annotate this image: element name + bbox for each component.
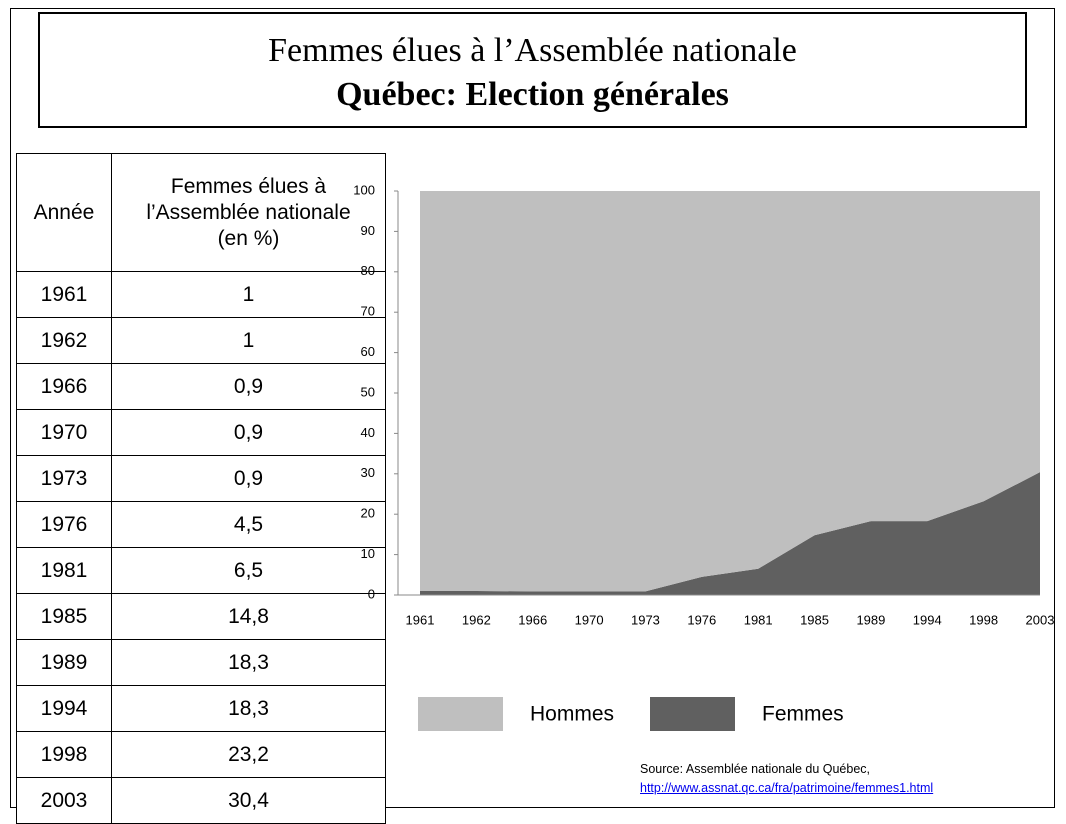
table-cell: 1981	[16, 547, 112, 594]
table-cell: 18,3	[111, 639, 386, 686]
header-cell: Femmes élues à l’Assemblée nationale (en…	[111, 153, 386, 272]
y-tick-label: 90	[361, 223, 375, 238]
table-row: 1973 0,9	[16, 455, 386, 502]
area	[420, 191, 1040, 592]
y-tick-label: 70	[361, 304, 375, 319]
legend-swatch	[650, 697, 735, 731]
table-row: 1981 6,5	[16, 547, 386, 594]
title-box: Femmes élues à l’Assemblée nationale Qué…	[38, 12, 1027, 128]
source: Source: Assemblée nationale du Québec, h…	[640, 760, 933, 798]
table-cell: 1966	[16, 363, 112, 410]
y-tick-label: 100	[353, 182, 375, 197]
x-tick-label: 1981	[744, 612, 773, 627]
table-body: Année Femmes élues à l’Assemblée nationa…	[16, 153, 386, 824]
header-row: Année Femmes élues à l’Assemblée nationa…	[16, 153, 386, 272]
table-row: 1989 18,3	[16, 639, 386, 686]
table-cell: 1985	[16, 593, 112, 640]
y-tick-label: 40	[361, 425, 375, 440]
table-row: 1966 0,9	[16, 363, 386, 410]
table-row: 1961 1	[16, 271, 386, 318]
y-tick-label: 50	[361, 384, 375, 399]
page: Femmes élues à l’Assemblée nationale Qué…	[10, 8, 1055, 824]
x-tick-label: 1998	[969, 612, 998, 627]
table-cell: 0,9	[111, 455, 386, 502]
table-cell: 0,9	[111, 363, 386, 410]
source-text: Source: Assemblée nationale du Québec,	[640, 762, 871, 776]
x-tick-label: 1976	[687, 612, 716, 627]
x-tick-label: 1961	[406, 612, 435, 627]
y-tick-label: 20	[361, 506, 375, 521]
table-cell: 1973	[16, 455, 112, 502]
y-tick-label: 60	[361, 344, 375, 359]
x-tick-label: 1989	[856, 612, 885, 627]
table-row: 1976 4,5	[16, 501, 386, 548]
area	[420, 472, 1040, 595]
y-tick-label: 10	[361, 546, 375, 561]
table-cell: 1	[111, 271, 386, 318]
data-table: Année Femmes élues à l’Assemblée nationa…	[16, 153, 386, 824]
header-cell: Année	[16, 153, 112, 272]
y-tick-label: 80	[361, 263, 375, 278]
table-row: 1998 23,2	[16, 731, 386, 778]
x-tick-label: 2003	[1026, 612, 1055, 627]
chart: 0 10 20 30 40 50 60 70 80 90 100 1961 1962 1966 1970 19…	[353, 182, 1055, 731]
table-cell: 4,5	[111, 501, 386, 548]
x-tick-label: 1985	[800, 612, 829, 627]
x-tick-label: 1966	[518, 612, 547, 627]
y-tick-label: 0	[368, 586, 375, 601]
legend-swatch	[418, 697, 503, 731]
y-tick-label: 30	[361, 465, 375, 480]
subtitle: Québec: Election générales	[336, 76, 729, 113]
x-tick-label: 1973	[631, 612, 660, 627]
table-cell: 1976	[16, 501, 112, 548]
title: Femmes élues à l’Assemblée nationale	[268, 32, 797, 69]
table-cell: 1989	[16, 639, 112, 686]
table-row: 1985 14,8	[16, 593, 386, 640]
legend-label: Hommes	[530, 703, 614, 726]
table-cell: 14,8	[111, 593, 386, 640]
legend-label: Femmes	[762, 703, 844, 726]
x-tick-label: 1962	[462, 612, 491, 627]
table-cell: 1994	[16, 685, 112, 732]
table-cell: 1962	[16, 317, 112, 364]
x-tick-label: 1970	[575, 612, 604, 627]
x-tick-label: 1994	[913, 612, 942, 627]
source-link[interactable]: http://www.assnat.qc.ca/fra/patrimoine/f…	[640, 781, 934, 795]
